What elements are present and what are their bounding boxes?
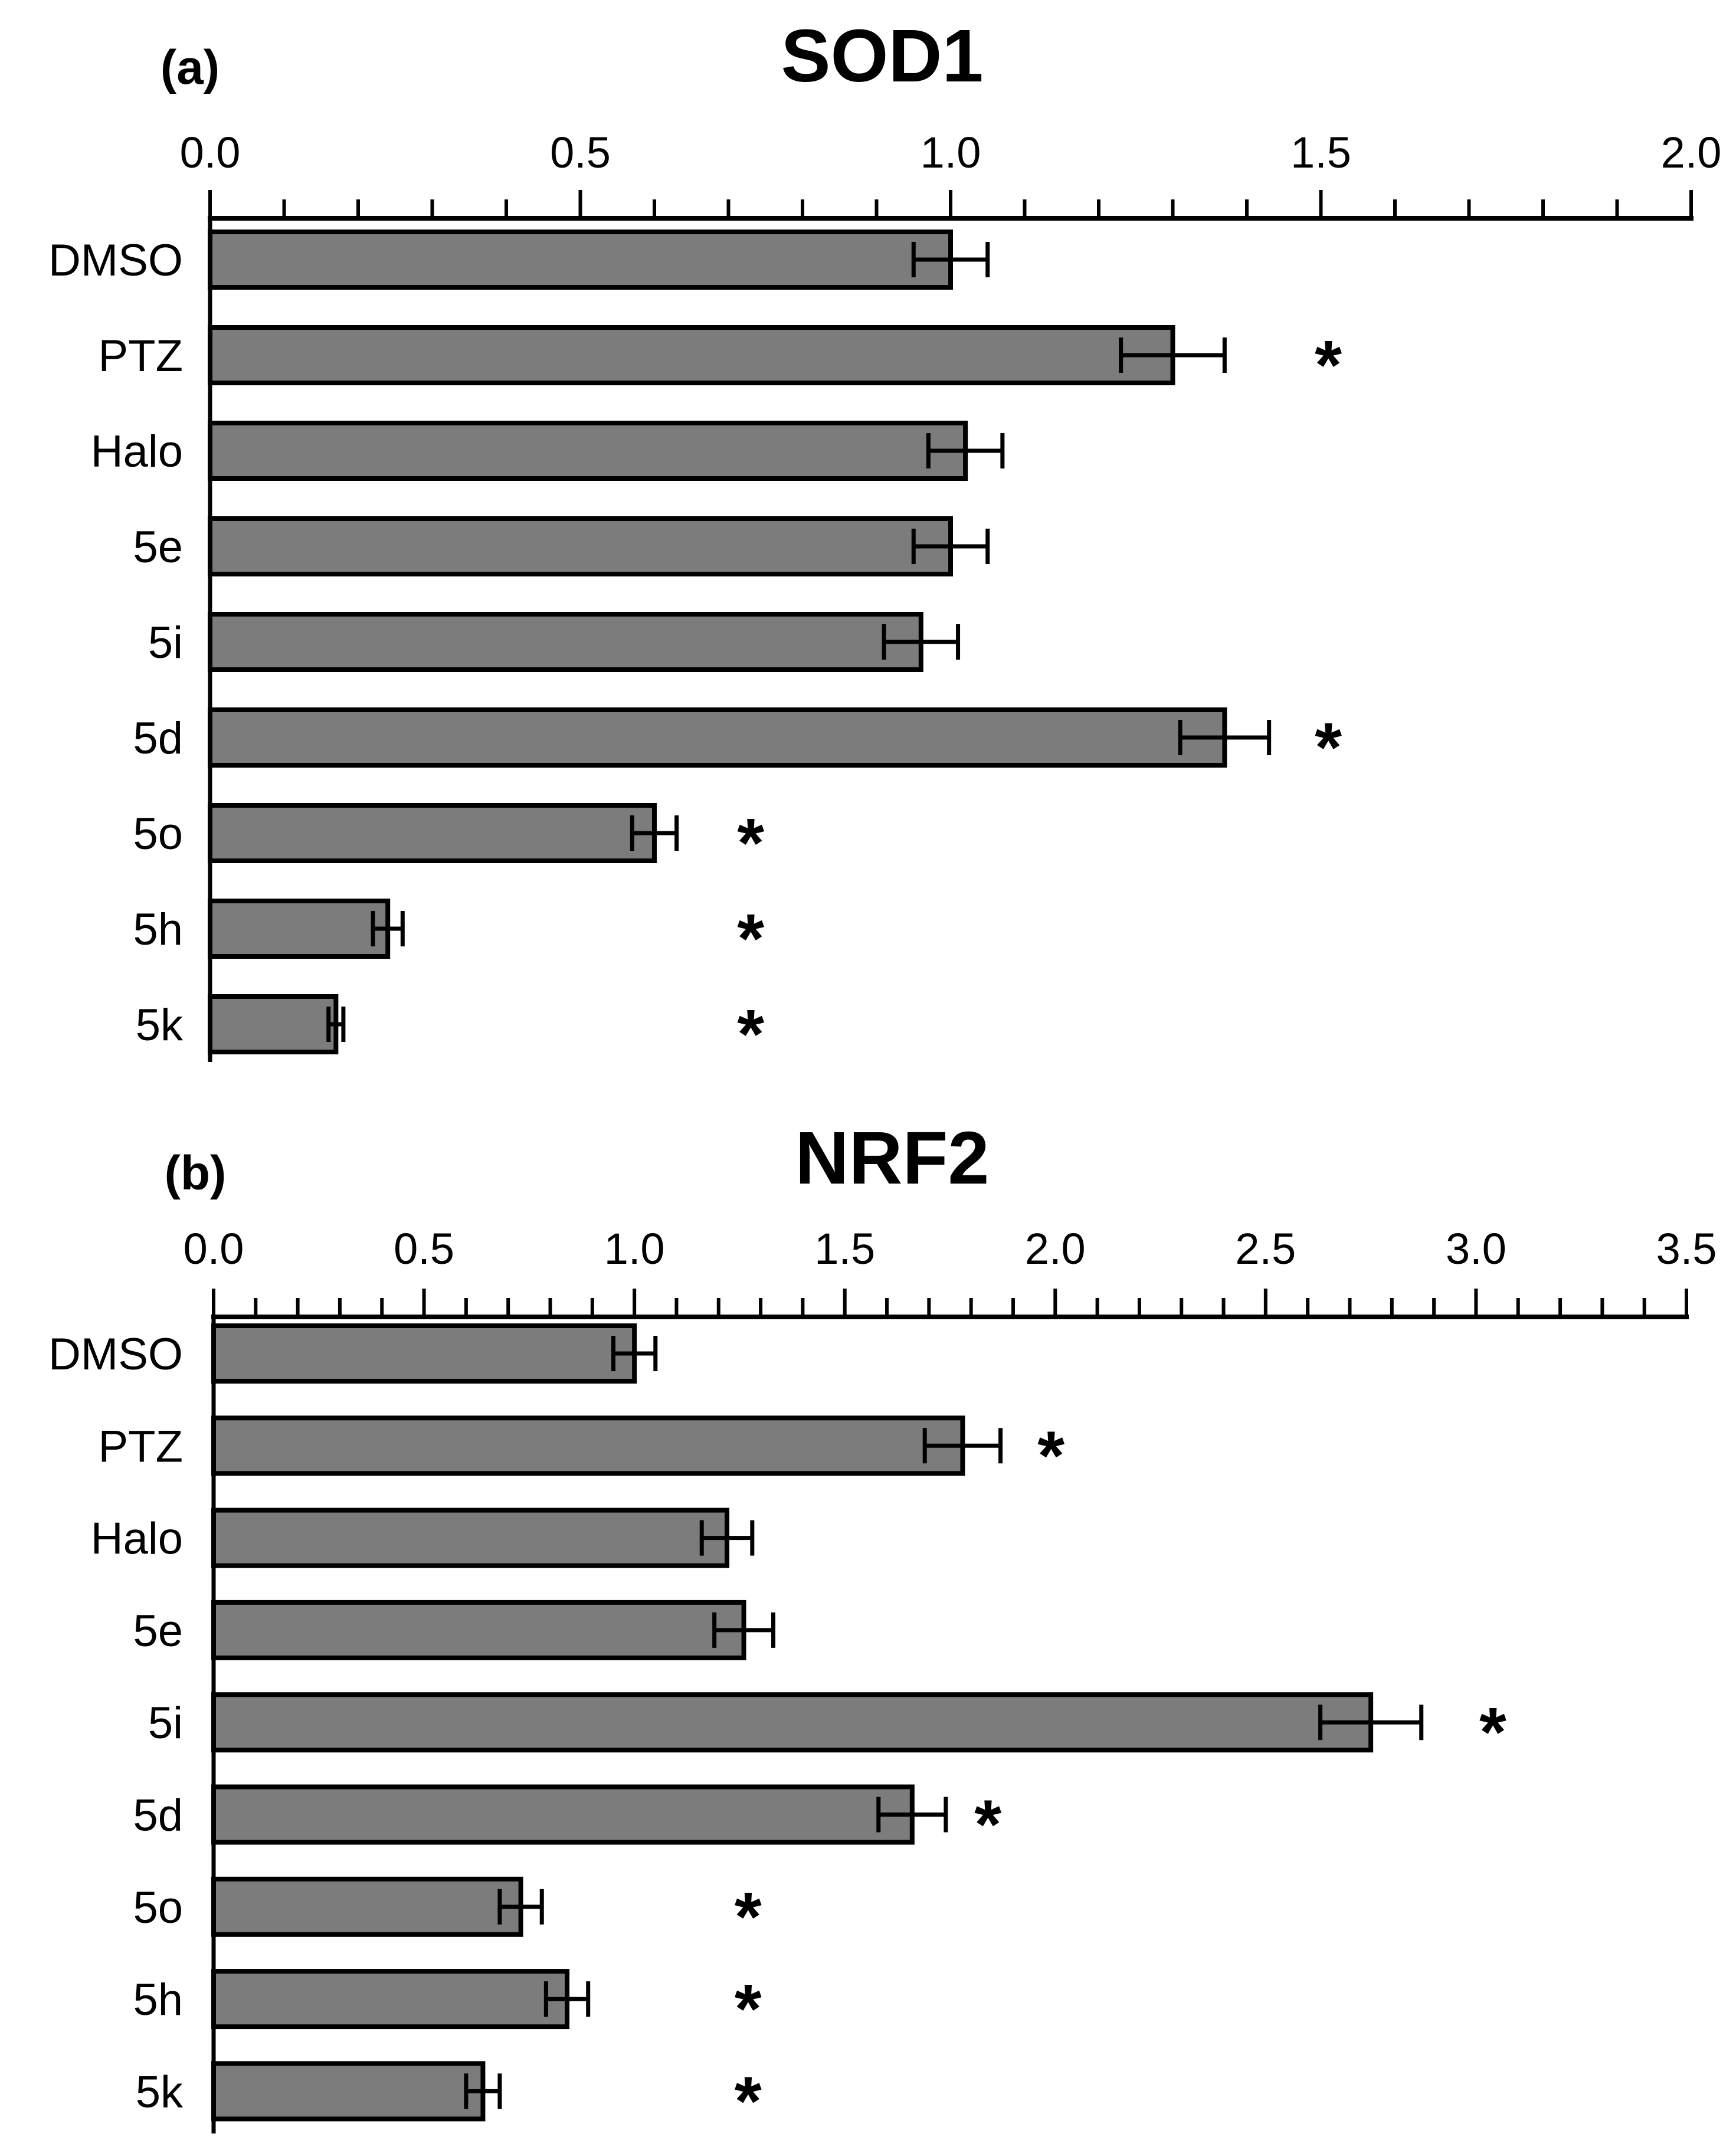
bar-nrf2-5d — [211, 1784, 915, 1845]
error-bar — [876, 1797, 948, 1833]
category-label: Halo — [91, 427, 183, 477]
significance-star: * — [1315, 326, 1342, 404]
bar-nrf2-ptz — [211, 1415, 965, 1476]
error-bar — [1119, 337, 1227, 373]
error-bar — [882, 624, 961, 660]
error-bar — [1318, 1705, 1424, 1741]
chart-title: SOD1 — [781, 14, 983, 97]
chart-title: NRF2 — [795, 1116, 989, 1199]
category-label: 5o — [133, 1883, 183, 1933]
error-bar — [922, 1428, 1003, 1464]
error-bar — [630, 815, 679, 851]
error-bar — [543, 1981, 591, 2017]
bar-nrf2-5o — [211, 1876, 523, 1937]
bar-nrf2-dmso — [211, 1323, 637, 1384]
significance-star: * — [737, 804, 764, 882]
significance-star: * — [737, 900, 764, 978]
category-label: DMSO — [48, 1329, 183, 1379]
category-label: 5i — [148, 618, 183, 668]
error-bar — [911, 529, 990, 564]
x-tick-label: 0.0 — [184, 1224, 244, 1273]
significance-star: * — [735, 1970, 762, 2048]
category-label: 5d — [133, 713, 183, 763]
significance-star: * — [974, 1786, 1001, 1864]
x-tick-label: 2.0 — [1661, 128, 1722, 177]
error-bar — [1178, 720, 1272, 755]
x-tick-label: 0.0 — [180, 128, 241, 177]
error-bar — [326, 1007, 346, 1042]
error-bar — [371, 911, 405, 946]
bar-nrf2-5k — [211, 2061, 486, 2122]
category-label: 5i — [148, 1698, 183, 1748]
panel-sod1: DMSO * PTZ Halo 5e 5i * 5d * 5o * 5h * 5k 0.0 0.5 1.0 1.5… — [48, 14, 1721, 1073]
significance-star: * — [737, 995, 764, 1073]
x-tick-label: 1.0 — [604, 1224, 665, 1273]
x-tick-label: 2.0 — [1025, 1224, 1086, 1273]
bar-nrf2-halo — [211, 1507, 730, 1568]
x-tick-label: 0.5 — [550, 128, 611, 177]
category-label: 5o — [133, 809, 183, 859]
category-label: 5d — [133, 1791, 183, 1841]
category-label: 5k — [136, 2067, 184, 2117]
bar-sod1-5k — [208, 994, 339, 1054]
x-tick-label: 1.0 — [921, 128, 981, 177]
x-tick-label: 3.5 — [1656, 1224, 1717, 1273]
error-bar — [712, 1612, 775, 1648]
bar-nrf2-5e — [211, 1600, 746, 1660]
significance-star: * — [735, 2062, 762, 2140]
panel-label: (b) — [165, 1146, 227, 1200]
bar-sod1-ptz — [208, 325, 1175, 385]
significance-star: * — [1037, 1417, 1064, 1494]
category-label: PTZ — [98, 331, 183, 381]
bar-sod1-5h — [208, 899, 391, 959]
x-tick-label: 2.5 — [1235, 1224, 1296, 1273]
significance-star: * — [1315, 709, 1342, 786]
significance-star: * — [735, 1878, 762, 1956]
bar-sod1-5d — [208, 707, 1227, 768]
bar-nrf2-5h — [211, 1969, 570, 2030]
category-label: 5k — [136, 1000, 184, 1050]
error-bar — [464, 2073, 502, 2109]
error-bar — [699, 1520, 755, 1556]
category-label: 5h — [133, 904, 183, 955]
error-bar — [911, 242, 990, 277]
significance-star: * — [1479, 1693, 1506, 1771]
x-tick-label: 0.5 — [394, 1224, 454, 1273]
error-bar — [497, 1889, 544, 1925]
error-bar — [926, 433, 1005, 468]
x-tick-label: 3.0 — [1446, 1224, 1506, 1273]
bar-sod1-5o — [208, 803, 657, 863]
x-tick-label: 1.5 — [1290, 128, 1351, 177]
bar-nrf2-5i — [211, 1692, 1374, 1753]
category-label: 5e — [133, 522, 183, 572]
category-label: DMSO — [48, 235, 183, 286]
error-bar — [611, 1336, 658, 1371]
category-label: 5e — [133, 1606, 183, 1656]
panel-label: (a) — [161, 41, 220, 94]
panel-nrf2: DMSO * PTZ Halo 5e * 5i * 5d * 5o * 5h * 5k 0.0 0.5 1.0 1.… — [48, 1116, 1717, 2140]
bar-sod1-5e — [208, 516, 953, 576]
bar-sod1-dmso — [208, 230, 953, 290]
x-tick-label: 1.5 — [814, 1224, 875, 1273]
category-label: PTZ — [98, 1421, 183, 1471]
bar-sod1-halo — [208, 421, 968, 481]
category-label: Halo — [91, 1514, 183, 1564]
bar-sod1-5i — [208, 612, 923, 672]
category-label: 5h — [133, 1975, 183, 2025]
